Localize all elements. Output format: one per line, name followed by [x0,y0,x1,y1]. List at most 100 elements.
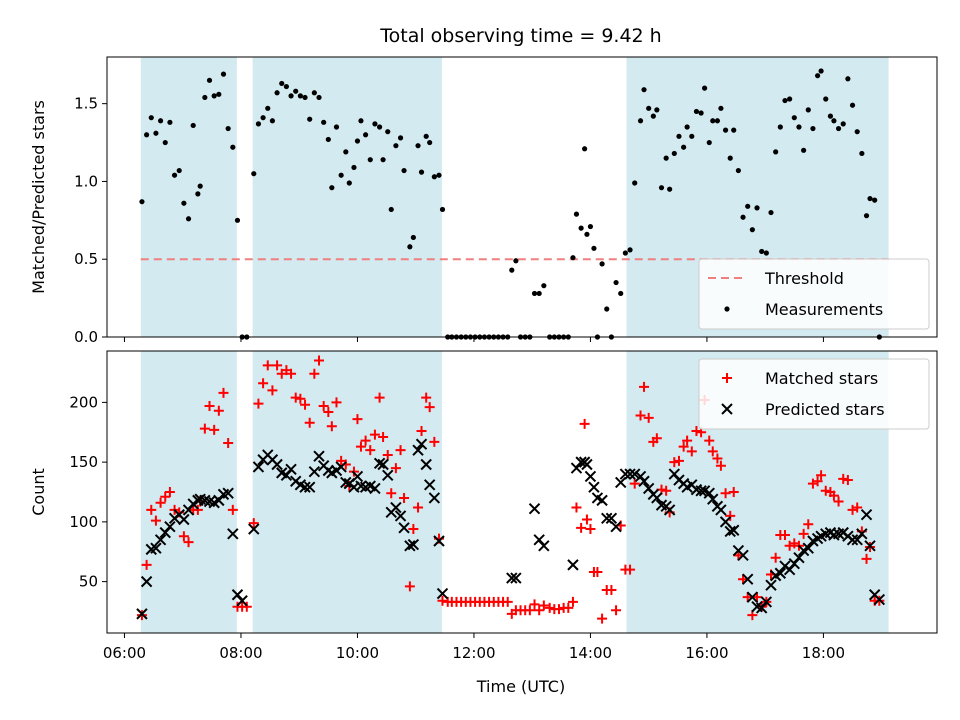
measurement-point [206,77,213,83]
predicted-star-point [351,470,364,483]
matched-star-point [369,429,380,440]
predicted-star-point [628,468,641,480]
matched-star-point [141,559,152,570]
predicted-star-point [624,468,636,480]
predicted-star-point [860,508,873,521]
matched-star-point [253,398,264,409]
measurement-point [663,155,669,161]
measurement-point [393,143,399,149]
measurement-point [167,119,173,125]
predicted-star-point [398,522,410,534]
matched-star-point [295,393,306,404]
y-tick-label: 0.0 [74,328,98,346]
matched-star-point [502,596,513,607]
predicted-star-point [415,438,428,450]
measurement-point [302,94,308,101]
measurement-point [618,290,624,297]
observing-interval-band [252,57,442,337]
measurement-point [283,83,289,90]
predicted-star-point [248,523,260,535]
matched-star-point [304,417,315,428]
measurement-point [584,231,590,237]
predicted-star-point [619,468,632,480]
predicted-star-point [394,510,407,522]
measurement-point [718,105,724,111]
measurement-point [251,171,257,177]
measurement-point [859,150,865,157]
measurement-point [415,143,421,149]
measurement-point [211,93,217,99]
matched-star-point [861,553,872,564]
predicted-star-point [154,534,167,546]
matched-star-point [286,368,297,379]
matched-star-point [842,475,853,486]
matched-star-point [331,397,342,408]
measurement-point [782,97,788,104]
predicted-star-point [581,458,593,471]
matched-star-point [606,584,617,595]
matched-star-point [704,435,715,446]
measurement-point [582,146,588,152]
measurement-point [787,96,793,102]
predicted-star-point [299,481,311,493]
measurement-point [367,157,373,163]
measurement-point [749,227,755,233]
matched-star-point [534,605,545,616]
measurement-point [397,135,404,141]
measurement-point [376,124,383,130]
measurement-point [427,139,433,146]
y-tick-label: 1.0 [74,172,98,190]
predicted-star-point [423,479,436,491]
predicted-star-point [528,503,541,515]
measurement-point [727,155,733,161]
measurement-point [591,245,597,251]
matched-star-point [360,435,371,446]
measurement-point [641,87,647,93]
predicted-star-point [340,476,352,489]
matched-star-point [828,490,839,501]
predicted-star-point [271,458,283,471]
x-axis-label: Time (UTC) [476,677,565,696]
predicted-star-point [610,520,622,533]
measurement-point [627,247,633,253]
matched-star-point [386,488,397,499]
measurement-point [587,223,594,230]
measurement-point [321,119,327,125]
predicted-star-point [663,504,676,516]
x-tick-label: 16:00 [685,644,728,662]
predicted-star-point [728,524,740,536]
matched-star-point [146,504,157,515]
matched-star-point [227,504,238,515]
predicted-star-point [369,482,381,495]
y-tick-label: 1.5 [74,95,98,113]
matched-star-point [576,522,587,533]
measurement-point [637,118,644,124]
matched-star-point [715,460,726,471]
measurement-point [407,244,413,250]
predicted-star-point [140,575,153,588]
matched-star-point [625,564,636,575]
legend-entry-label: Predicted stars [765,400,885,419]
measurement-point [216,91,222,97]
x-tick-label: 08:00 [219,644,262,662]
measurement-point [351,164,357,171]
measurement-point [768,209,774,216]
matched-star-point [300,399,311,410]
predicted-star-point [390,501,402,514]
matched-star-point [355,441,366,452]
measurement-point [288,93,294,99]
predicted-star-point [746,591,759,603]
predicted-star-point [724,525,736,538]
measurement-point [316,94,322,101]
measurement-point [311,90,317,96]
legend-entry-label: Matched stars [765,369,878,388]
measurement-point [513,258,519,264]
chart-title: Total observing time = 9.42 h [379,25,661,47]
matched-star-point [639,381,650,392]
measurement-point [171,172,178,178]
legend-matched-swatch [722,373,732,383]
measurement-point [220,71,227,77]
matched-star-point [720,488,731,499]
predicted-star-point [428,492,441,504]
matched-star-point [529,599,540,610]
